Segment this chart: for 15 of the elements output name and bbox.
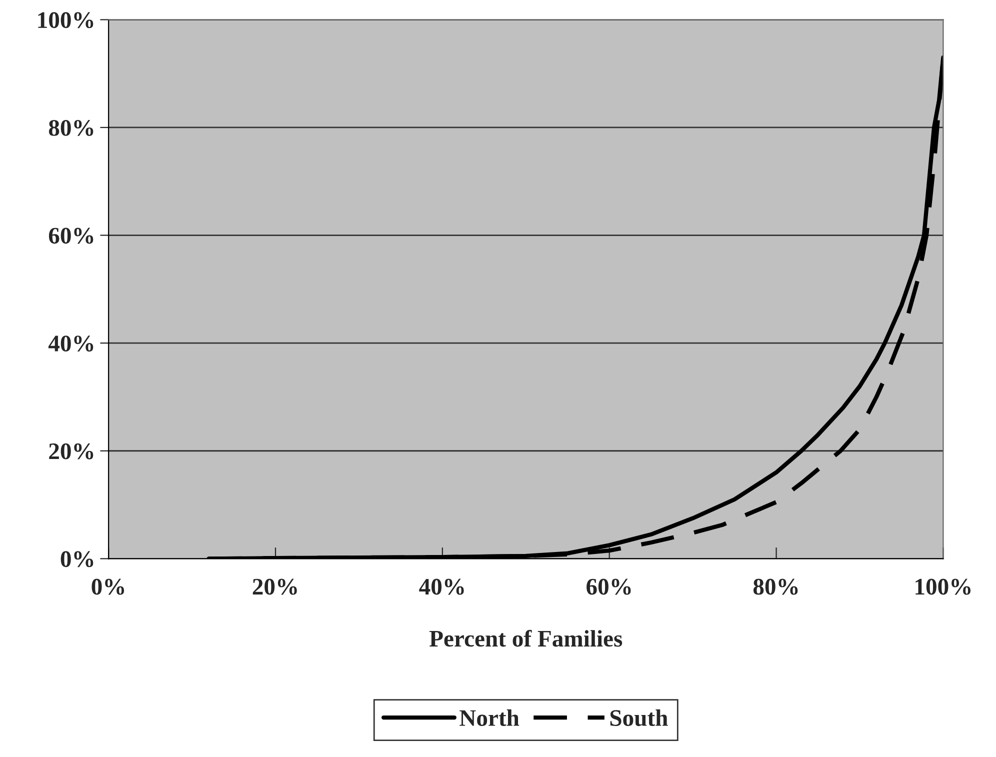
- x-axis-title: Percent of Families: [429, 630, 622, 647]
- y-tick-label: 60%: [48, 228, 94, 244]
- x-tick-label: 40%: [419, 578, 464, 595]
- legend-label: North: [460, 709, 520, 726]
- x-tick-label: 80%: [753, 578, 798, 595]
- x-tick-label: 60%: [586, 578, 631, 595]
- y-tick-label: 40%: [48, 336, 94, 352]
- x-tick-label: 20%: [252, 578, 297, 595]
- x-tick-label: 0%: [92, 578, 124, 595]
- y-tick-label: 100%: [38, 12, 94, 28]
- y-tick-label: 80%: [48, 120, 94, 136]
- y-tick-label: 20%: [49, 443, 94, 460]
- legend-label: South: [610, 709, 668, 726]
- y-tick-label: 0%: [60, 551, 94, 568]
- x-tick-label: 100%: [916, 578, 971, 595]
